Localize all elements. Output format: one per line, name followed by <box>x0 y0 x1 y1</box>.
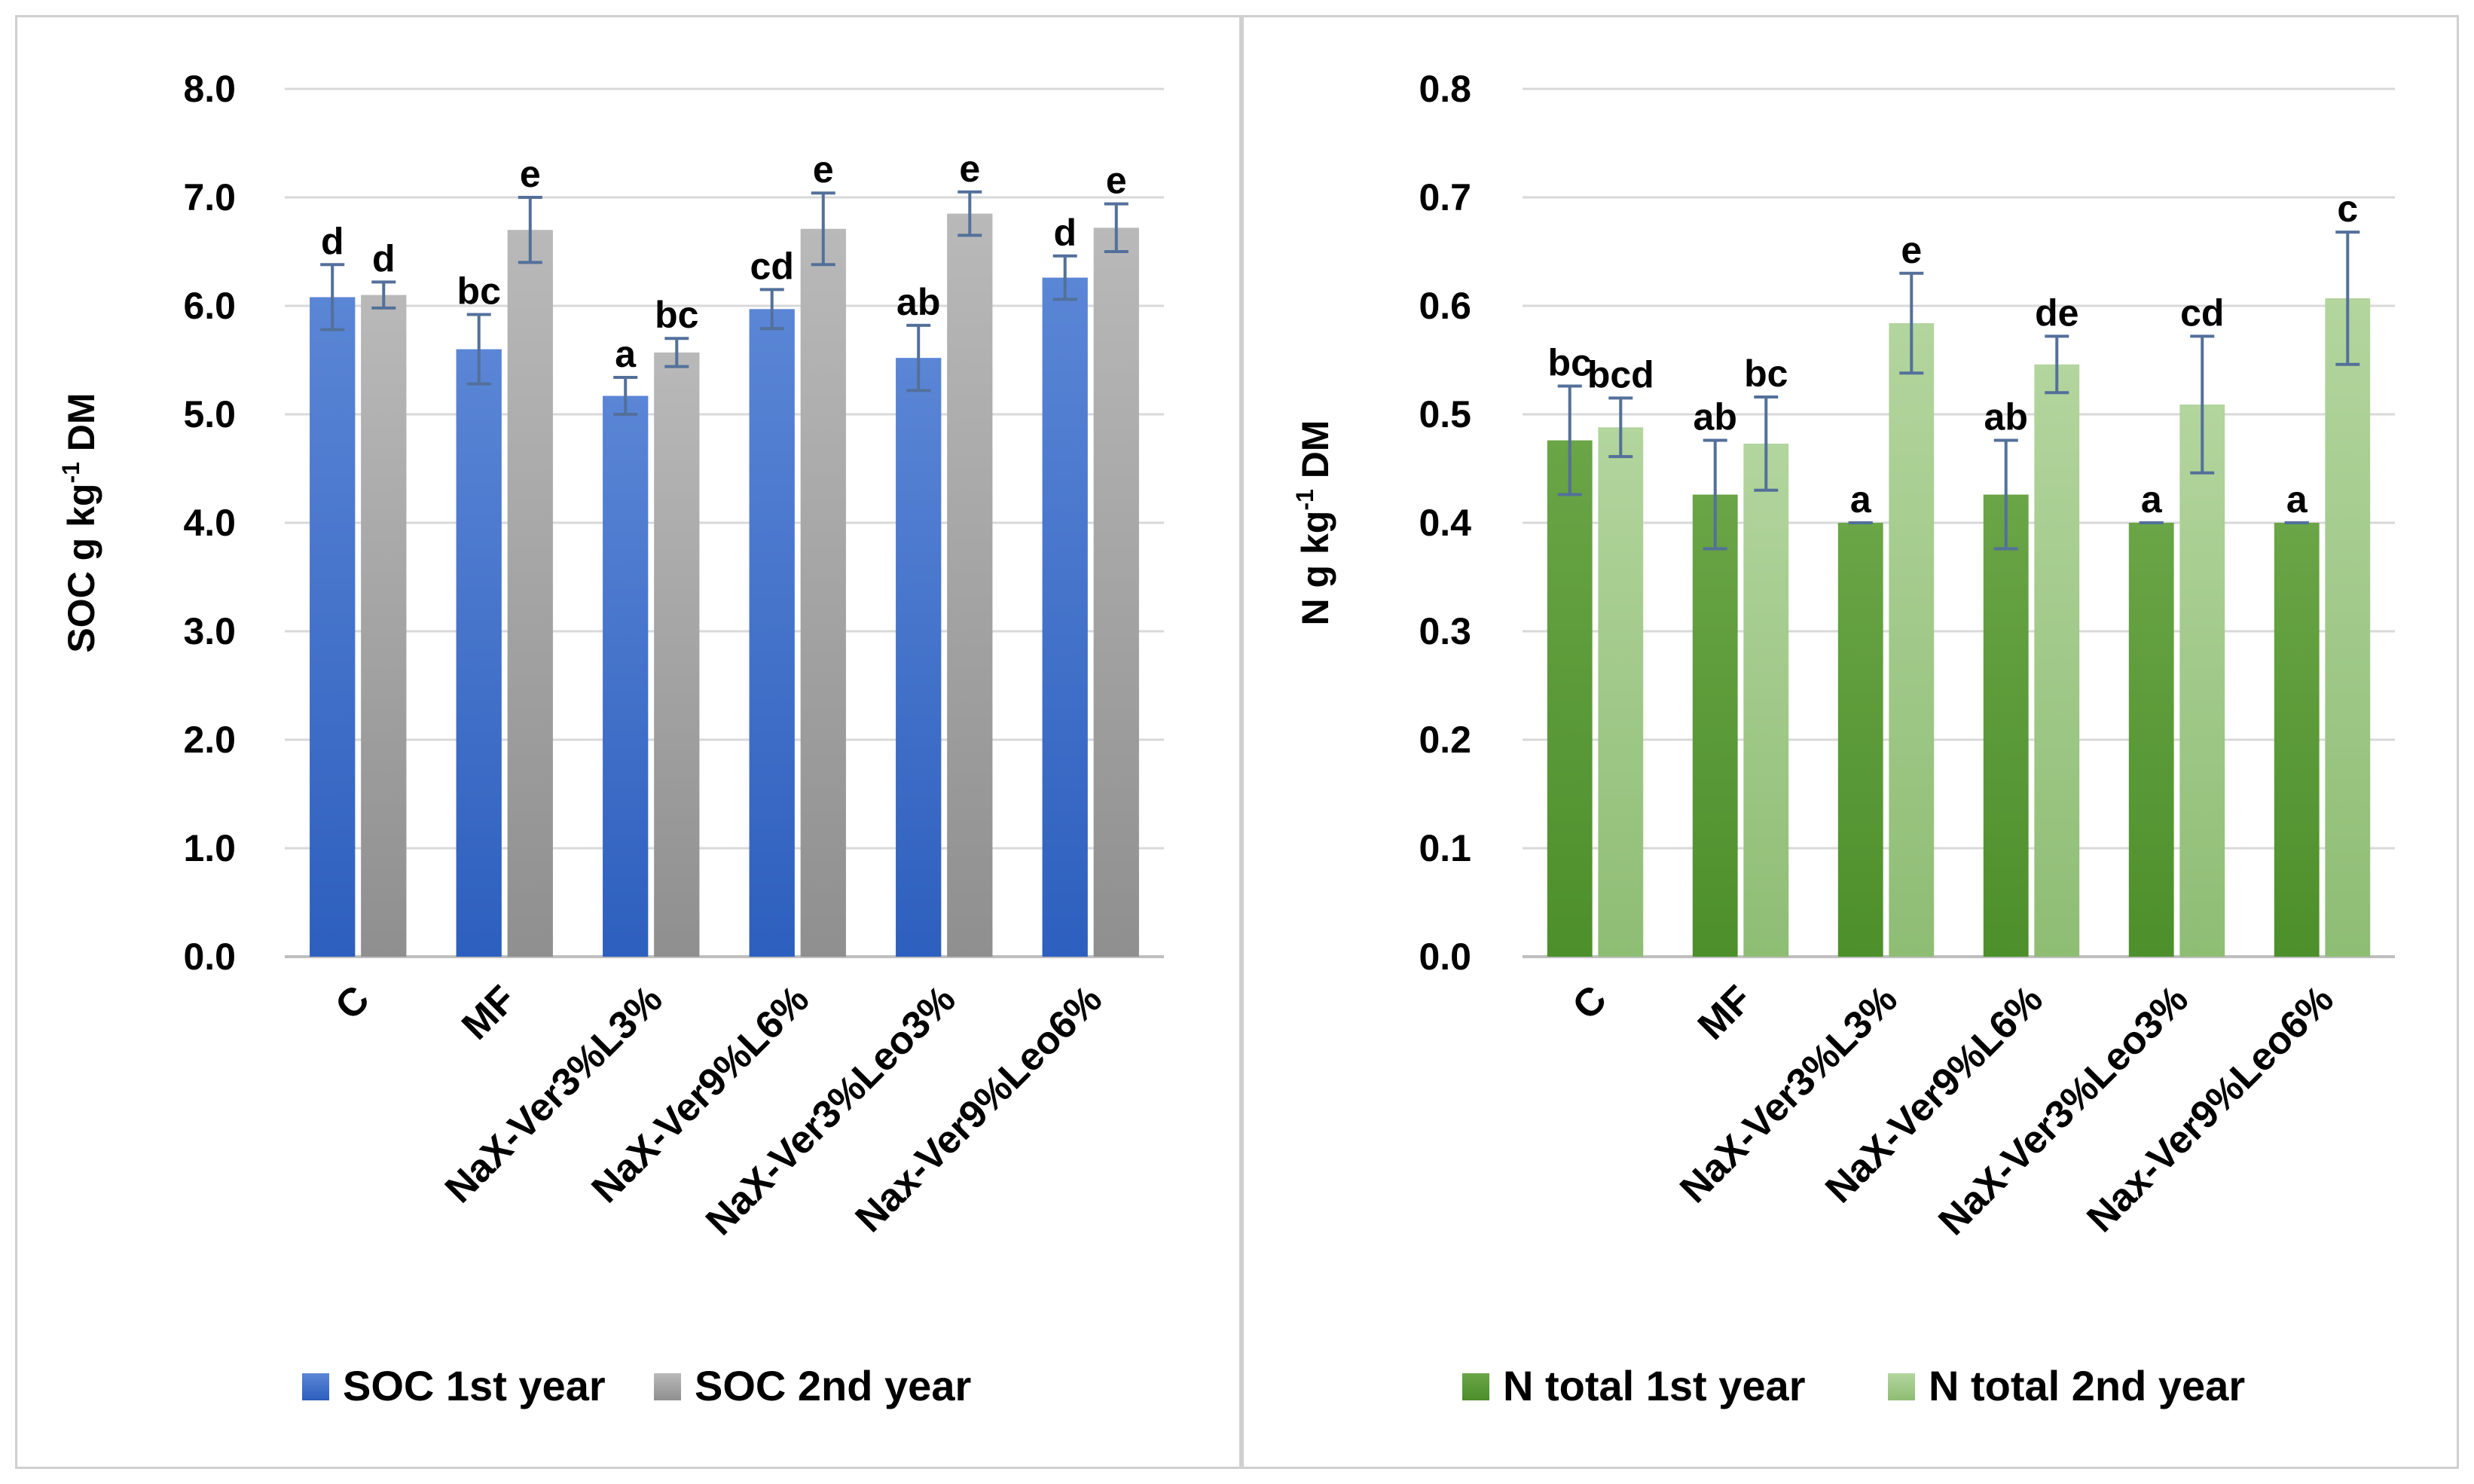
y-tick-label: 0.0 <box>183 936 236 978</box>
bar-year1 <box>2274 523 2320 957</box>
x-category-label: Nax-Ver9%Leo6% <box>2078 977 2342 1241</box>
significance-letter: bc <box>1548 342 1592 384</box>
bar-year2 <box>2179 405 2225 957</box>
y-axis-label-unit: DM <box>1294 420 1336 490</box>
bar-year2 <box>1598 427 1644 957</box>
nitrogen-chart: 0.0 0.1 0.2 0.3 0.4 0.5 0.6 0.7 0.8 N g kg-1 DM bc… <box>1291 68 2395 1409</box>
significance-letter: ab <box>896 281 940 323</box>
bar-year1 <box>310 297 356 957</box>
significance-letter: ab <box>1984 396 2028 438</box>
bar-year1 <box>1983 494 2029 957</box>
bar-year1 <box>1042 277 1088 957</box>
significance-letter: e <box>1106 160 1127 202</box>
bar-year1 <box>456 349 502 957</box>
y-tick-label: 0.0 <box>1419 936 1471 978</box>
x-category-label: NaX-Ver3%Leo3% <box>1930 977 2197 1244</box>
y-tick-label: 0.6 <box>1419 285 1471 327</box>
significance-letter: a <box>2141 478 2163 521</box>
y-tick-label: 0.7 <box>1419 176 1471 218</box>
significance-letter: a <box>2286 478 2308 521</box>
significance-letter: e <box>1901 229 1922 271</box>
bar-year1 <box>896 358 942 957</box>
significance-letter: bcd <box>1587 353 1654 395</box>
y-tick-label: 0.5 <box>1419 393 1471 435</box>
legend-swatch <box>1462 1373 1489 1400</box>
significance-letter: de <box>2035 292 2078 334</box>
significance-letter: ab <box>1694 396 1737 438</box>
bar-year1 <box>603 395 649 957</box>
significance-letter: e <box>813 148 834 191</box>
y-tick-label: 8.0 <box>183 68 236 110</box>
significance-letter: a <box>615 333 637 375</box>
y-tick-label: 0.2 <box>1419 719 1471 761</box>
bar-year1 <box>1547 440 1593 957</box>
significance-letter: cd <box>2180 292 2224 334</box>
y-tick-label: 6.0 <box>183 285 236 327</box>
significance-letter: d <box>321 220 344 262</box>
y-axis-label: N g kg-1 DM <box>1291 420 1336 626</box>
y-tick-label: 4.0 <box>183 502 236 544</box>
significance-letter: c <box>2337 188 2358 230</box>
y-tick-label: 5.0 <box>183 393 236 435</box>
legend-swatch <box>1888 1373 1915 1400</box>
x-category-label: MF <box>454 977 524 1048</box>
x-category-label: C <box>1564 977 1615 1028</box>
legend-label: SOC 2nd year <box>695 1362 971 1409</box>
legend-label: SOC 1st year <box>343 1362 606 1409</box>
significance-letter: bc <box>1744 353 1788 395</box>
y-tick-label: 0.3 <box>1419 610 1471 652</box>
significance-letter: d <box>1053 212 1077 254</box>
legend-swatch <box>302 1373 329 1400</box>
bar-year2 <box>1889 323 1935 957</box>
y-axis-label-unit: DM <box>60 392 102 462</box>
y-axis-label-main: SOC g kg <box>60 484 102 653</box>
bar-year1 <box>1837 523 1883 957</box>
bar-year2 <box>947 213 993 957</box>
y-axis-label-sup: -1 <box>57 462 84 483</box>
legend-swatch <box>654 1373 681 1400</box>
legend-label: N total 1st year <box>1503 1362 1806 1409</box>
y-tick-label: 7.0 <box>183 176 236 218</box>
y-tick-label: 0.4 <box>1419 502 1471 544</box>
significance-letter: a <box>1850 478 1872 521</box>
bar-year2 <box>1743 443 1789 957</box>
significance-letter: bc <box>655 294 698 336</box>
bar-year2 <box>800 228 846 957</box>
y-axis-label: SOC g kg-1 DM <box>57 392 102 652</box>
bar-year2 <box>1093 227 1139 957</box>
significance-letter: e <box>520 153 541 195</box>
bar-year2 <box>507 230 553 957</box>
significance-letter: cd <box>750 245 794 287</box>
bar-year2 <box>2325 298 2371 957</box>
y-axis-label-main: N g kg <box>1294 511 1336 626</box>
soc-chart-panel: 0.0 1.0 2.0 3.0 4.0 5.0 6.0 7.0 8.0 SOC g kg-1 DM… <box>15 15 1242 1469</box>
bar-year2 <box>654 352 700 957</box>
soc-chart: 0.0 1.0 2.0 3.0 4.0 5.0 6.0 7.0 8.0 SOC g kg-1 DM… <box>57 68 1164 1409</box>
legend-label: N total 2nd year <box>1929 1362 2245 1409</box>
y-tick-label: 0.1 <box>1419 827 1471 869</box>
nitrogen-chart-panel: 0.0 0.1 0.2 0.3 0.4 0.5 0.6 0.7 0.8 N g kg-1 DM bc… <box>1242 15 2459 1469</box>
y-tick-label: 0.8 <box>1419 68 1471 110</box>
bar-year2 <box>2034 364 2080 957</box>
bar-year1 <box>2128 523 2174 957</box>
significance-letter: d <box>372 237 396 279</box>
y-tick-label: 1.0 <box>183 827 236 869</box>
significance-letter: e <box>959 148 980 190</box>
y-axis-label-sup: -1 <box>1291 489 1318 510</box>
y-tick-label: 3.0 <box>183 610 236 652</box>
x-category-label: NaX-Ver3%Leo3% <box>698 977 964 1244</box>
x-category-label: C <box>327 977 378 1028</box>
bar-year1 <box>749 309 795 957</box>
y-tick-label: 2.0 <box>183 719 236 761</box>
x-category-label: Nax-Ver9%Leo6% <box>848 977 1111 1241</box>
bar-year2 <box>361 295 407 957</box>
significance-letter: bc <box>457 270 501 313</box>
bar-year1 <box>1692 494 1738 957</box>
x-category-label: MF <box>1690 977 1761 1048</box>
